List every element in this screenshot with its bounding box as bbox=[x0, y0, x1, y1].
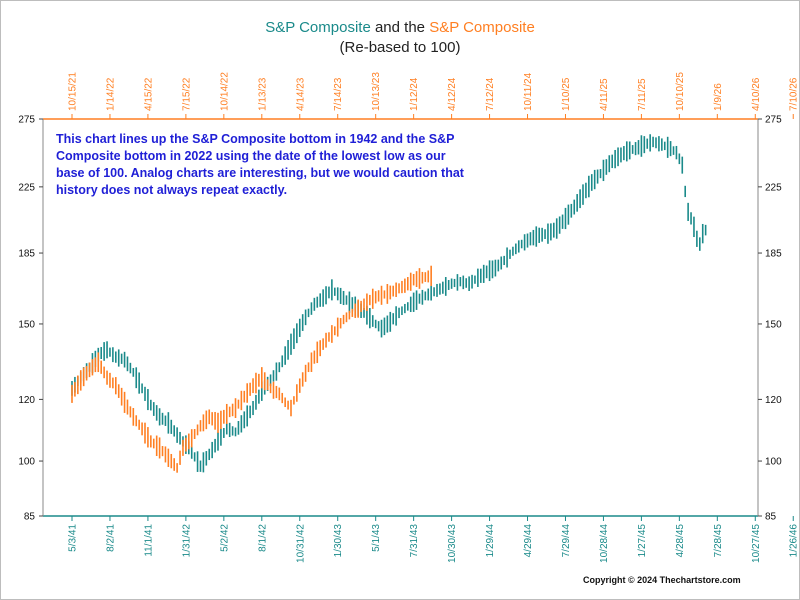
x-tick-label-bottom: 8/1/42 bbox=[257, 524, 268, 552]
x-tick-label-bottom: 1/30/43 bbox=[333, 524, 344, 558]
x-tick-label-top: 1/10/25 bbox=[561, 77, 572, 111]
x-tick-label-bottom: 1/31/42 bbox=[181, 524, 192, 558]
x-tick-label-bottom: 1/27/45 bbox=[637, 524, 648, 558]
x-tick-label-top: 4/15/22 bbox=[143, 77, 154, 111]
x-tick-label-bottom: 7/28/45 bbox=[713, 524, 724, 558]
x-tick-label-bottom: 4/28/45 bbox=[675, 524, 686, 558]
x-tick-label-bottom: 1/26/46 bbox=[789, 524, 800, 558]
x-tick-label-bottom: 5/2/42 bbox=[219, 524, 230, 552]
x-tick-label-top: 10/13/23 bbox=[371, 72, 382, 111]
y-tick-label-left: 85 bbox=[24, 512, 36, 523]
x-tick-label-bottom: 8/2/41 bbox=[105, 524, 116, 552]
copyright-text: Copyright © 2024 Thechartstore.com bbox=[583, 575, 741, 585]
x-tick-label-top: 10/10/25 bbox=[675, 72, 686, 111]
x-tick-label-top: 7/10/26 bbox=[789, 77, 800, 111]
x-tick-label-bottom: 5/1/43 bbox=[371, 524, 382, 552]
y-tick-label-right: 85 bbox=[765, 512, 777, 523]
chart-annotation: This chart lines up the S&P Composite bo… bbox=[56, 132, 464, 197]
x-tick-label-top: 4/12/24 bbox=[447, 77, 458, 111]
x-tick-label-bottom: 7/29/44 bbox=[561, 524, 572, 558]
y-tick-label-right: 225 bbox=[765, 182, 782, 193]
x-tick-label-top: 7/12/24 bbox=[485, 77, 496, 111]
y-tick-label-left: 185 bbox=[18, 249, 35, 260]
y-tick-label-left: 100 bbox=[18, 457, 35, 468]
x-tick-label-bottom: 7/31/43 bbox=[409, 524, 420, 558]
x-tick-label-top: 1/9/26 bbox=[713, 83, 724, 111]
x-tick-label-top: 10/11/24 bbox=[523, 72, 534, 111]
x-tick-label-top: 7/15/22 bbox=[181, 77, 192, 111]
y-tick-label-right: 100 bbox=[765, 457, 782, 468]
chart-title: S&P Composite and the S&P Composite bbox=[0, 19, 800, 36]
chart-subtitle: (Re-based to 100) bbox=[339, 39, 461, 56]
x-tick-label-bottom: 10/27/45 bbox=[751, 524, 762, 563]
x-tick-label-top: 7/14/23 bbox=[333, 77, 344, 111]
title-series-a: S&P Composite bbox=[265, 19, 371, 36]
x-tick-label-top: 1/12/24 bbox=[409, 77, 420, 111]
x-tick-label-bottom: 11/1/41 bbox=[143, 524, 154, 557]
series-orange bbox=[71, 265, 432, 473]
title-connector: and the bbox=[370, 19, 430, 36]
y-tick-label-right: 150 bbox=[765, 319, 782, 330]
x-tick-label-top: 1/14/22 bbox=[105, 77, 116, 111]
x-tick-label-bottom: 5/3/41 bbox=[68, 524, 79, 552]
y-tick-label-left: 120 bbox=[18, 395, 35, 406]
y-tick-label-right: 275 bbox=[765, 115, 782, 126]
x-tick-label-top: 7/11/25 bbox=[637, 78, 648, 111]
x-tick-label-bottom: 1/29/44 bbox=[485, 524, 496, 558]
x-tick-label-top: 10/14/22 bbox=[219, 72, 230, 111]
y-tick-label-left: 150 bbox=[18, 319, 35, 330]
y-tick-label-left: 275 bbox=[18, 115, 35, 126]
x-tick-label-bottom: 10/31/42 bbox=[295, 524, 306, 563]
x-tick-label-bottom: 10/28/44 bbox=[599, 524, 610, 563]
title-series-b: S&P Composite bbox=[429, 19, 535, 36]
y-tick-label-left: 225 bbox=[18, 182, 35, 193]
y-tick-label-right: 120 bbox=[765, 395, 782, 406]
x-tick-label-top: 4/14/23 bbox=[295, 77, 306, 111]
x-tick-label-bottom: 10/30/43 bbox=[447, 524, 458, 563]
x-tick-label-top: 1/13/23 bbox=[257, 77, 268, 111]
x-tick-label-bottom: 4/29/44 bbox=[523, 524, 534, 558]
y-tick-label-right: 185 bbox=[765, 249, 782, 260]
x-tick-label-top: 10/15/21 bbox=[68, 72, 79, 111]
x-tick-label-top: 4/10/26 bbox=[751, 77, 762, 111]
x-tick-label-top: 4/11/25 bbox=[599, 78, 610, 111]
